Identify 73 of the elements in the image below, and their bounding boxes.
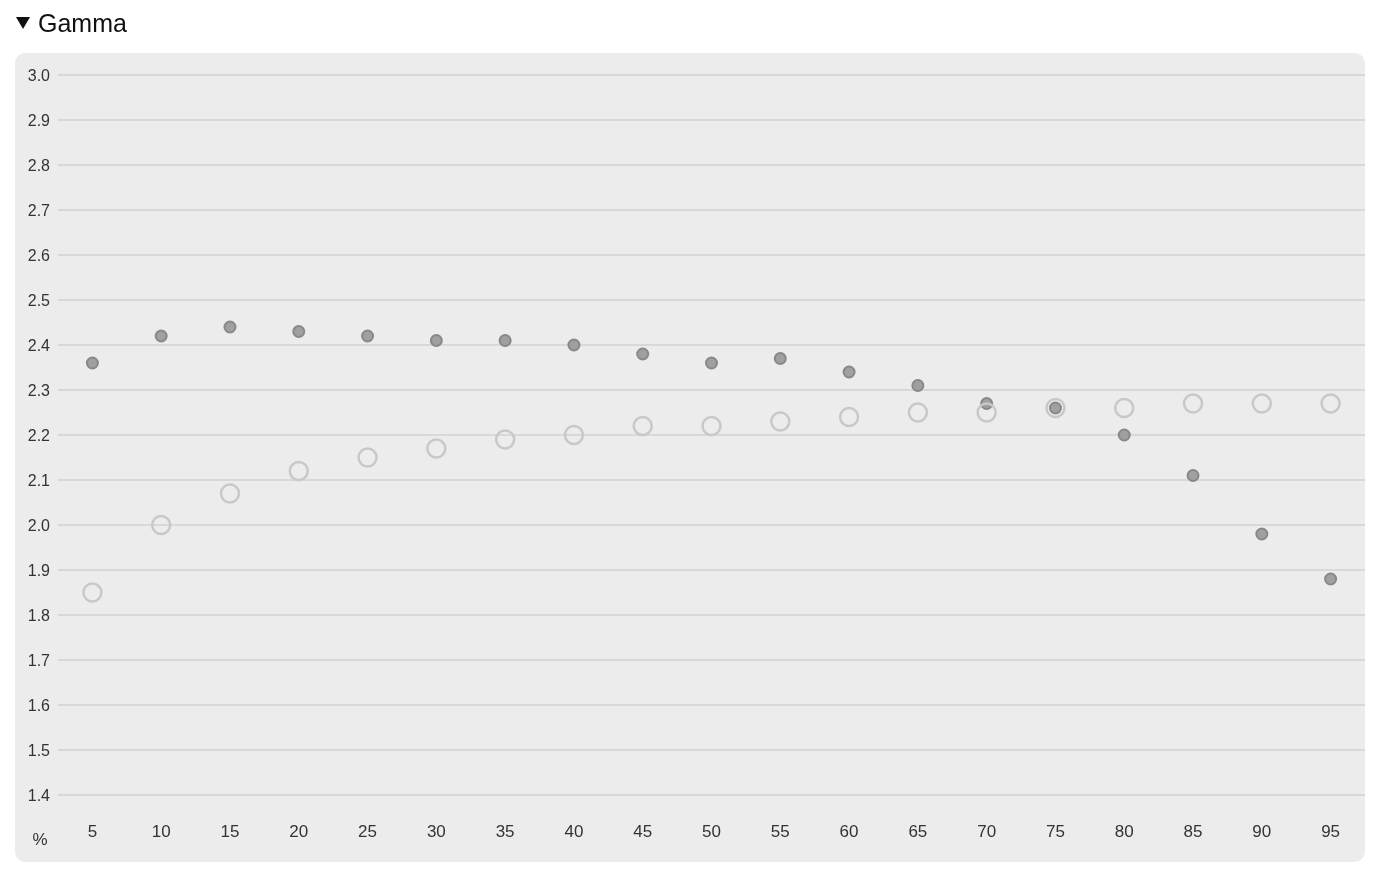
point	[292, 325, 306, 338]
x-tick-label: 55	[770, 822, 790, 842]
point	[1251, 393, 1273, 414]
point	[82, 582, 103, 603]
point	[1182, 393, 1204, 414]
point	[773, 352, 787, 365]
point	[842, 365, 856, 379]
x-tick-label: 50	[702, 822, 721, 842]
y-tick-label: 2.8	[27, 156, 51, 174]
x-tick-label: 20	[289, 822, 309, 842]
y-tick-label: 2.1	[27, 471, 51, 489]
y-tick-label: 2.0	[27, 516, 51, 534]
y-tick-label: 3.0	[27, 66, 51, 84]
y-tick-label: 1.8	[27, 606, 51, 624]
y-tick-label: 1.5	[27, 741, 51, 759]
point	[976, 402, 997, 423]
point	[1117, 428, 1131, 442]
x-tick-label: 85	[1183, 822, 1203, 842]
point	[632, 415, 653, 437]
y-tick-label: 1.9	[27, 561, 51, 579]
x-tick-label: 30	[426, 822, 446, 842]
y-tick-label: 2.2	[27, 426, 51, 444]
point	[838, 406, 860, 428]
point	[429, 334, 443, 347]
y-tick-label: 2.5	[27, 291, 51, 309]
x-tick-label: 90	[1252, 822, 1272, 842]
x-tick-label: 65	[908, 822, 928, 842]
point	[1186, 469, 1200, 482]
point	[563, 424, 585, 446]
point	[219, 483, 241, 504]
point	[907, 402, 929, 423]
point	[150, 514, 172, 536]
point	[1324, 572, 1338, 586]
y-tick-label: 2.4	[27, 336, 51, 354]
point	[426, 438, 447, 459]
x-tick-label: 70	[977, 822, 997, 842]
point	[1113, 397, 1135, 419]
point	[1320, 393, 1341, 414]
x-tick-label: 60	[839, 822, 859, 842]
x-tick-label: 45	[633, 822, 653, 842]
point	[1255, 527, 1269, 541]
point	[701, 415, 722, 437]
point	[567, 338, 581, 352]
x-tick-label: 80	[1114, 822, 1134, 842]
x-tick-label: 25	[358, 822, 378, 842]
y-tick-label: 2.9	[27, 111, 51, 129]
point	[498, 334, 512, 347]
point	[911, 379, 925, 392]
y-tick-label: 1.4	[27, 786, 51, 804]
point	[154, 329, 168, 343]
x-tick-label: 15	[220, 822, 240, 842]
point	[85, 356, 99, 370]
y-tick-label: 1.6	[27, 696, 51, 714]
x-tick-label: 75	[1045, 822, 1065, 842]
x-axis-title: %	[32, 830, 48, 849]
point	[288, 460, 310, 482]
y-tick-label: 2.3	[27, 381, 51, 399]
x-tick-label: 5	[87, 822, 98, 842]
x-tick-label: 10	[151, 822, 171, 842]
point	[636, 347, 650, 361]
point	[357, 447, 378, 468]
point	[223, 320, 237, 334]
point	[361, 329, 375, 343]
point	[494, 429, 516, 450]
x-tick-label: 40	[564, 822, 584, 842]
y-tick-label: 2.7	[27, 201, 51, 219]
x-tick-label: 95	[1321, 822, 1341, 842]
y-tick-label: 1.7	[27, 651, 51, 669]
y-tick-label: 2.6	[27, 246, 51, 264]
chart-title: Gamma	[38, 8, 127, 38]
point	[770, 411, 791, 432]
x-tick-label: 35	[495, 822, 515, 842]
point	[705, 356, 718, 370]
